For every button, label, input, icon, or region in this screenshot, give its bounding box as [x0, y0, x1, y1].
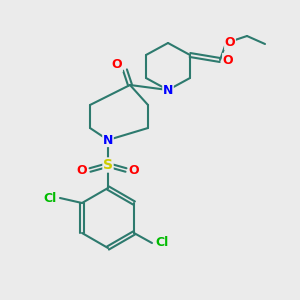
Text: O: O — [129, 164, 139, 176]
Text: O: O — [112, 58, 122, 71]
Text: N: N — [103, 134, 113, 146]
Text: O: O — [223, 53, 233, 67]
Text: N: N — [163, 83, 173, 97]
Text: Cl: Cl — [44, 191, 57, 205]
Text: Cl: Cl — [155, 236, 169, 250]
Text: O: O — [225, 37, 235, 50]
Text: O: O — [77, 164, 87, 176]
Text: S: S — [103, 158, 113, 172]
